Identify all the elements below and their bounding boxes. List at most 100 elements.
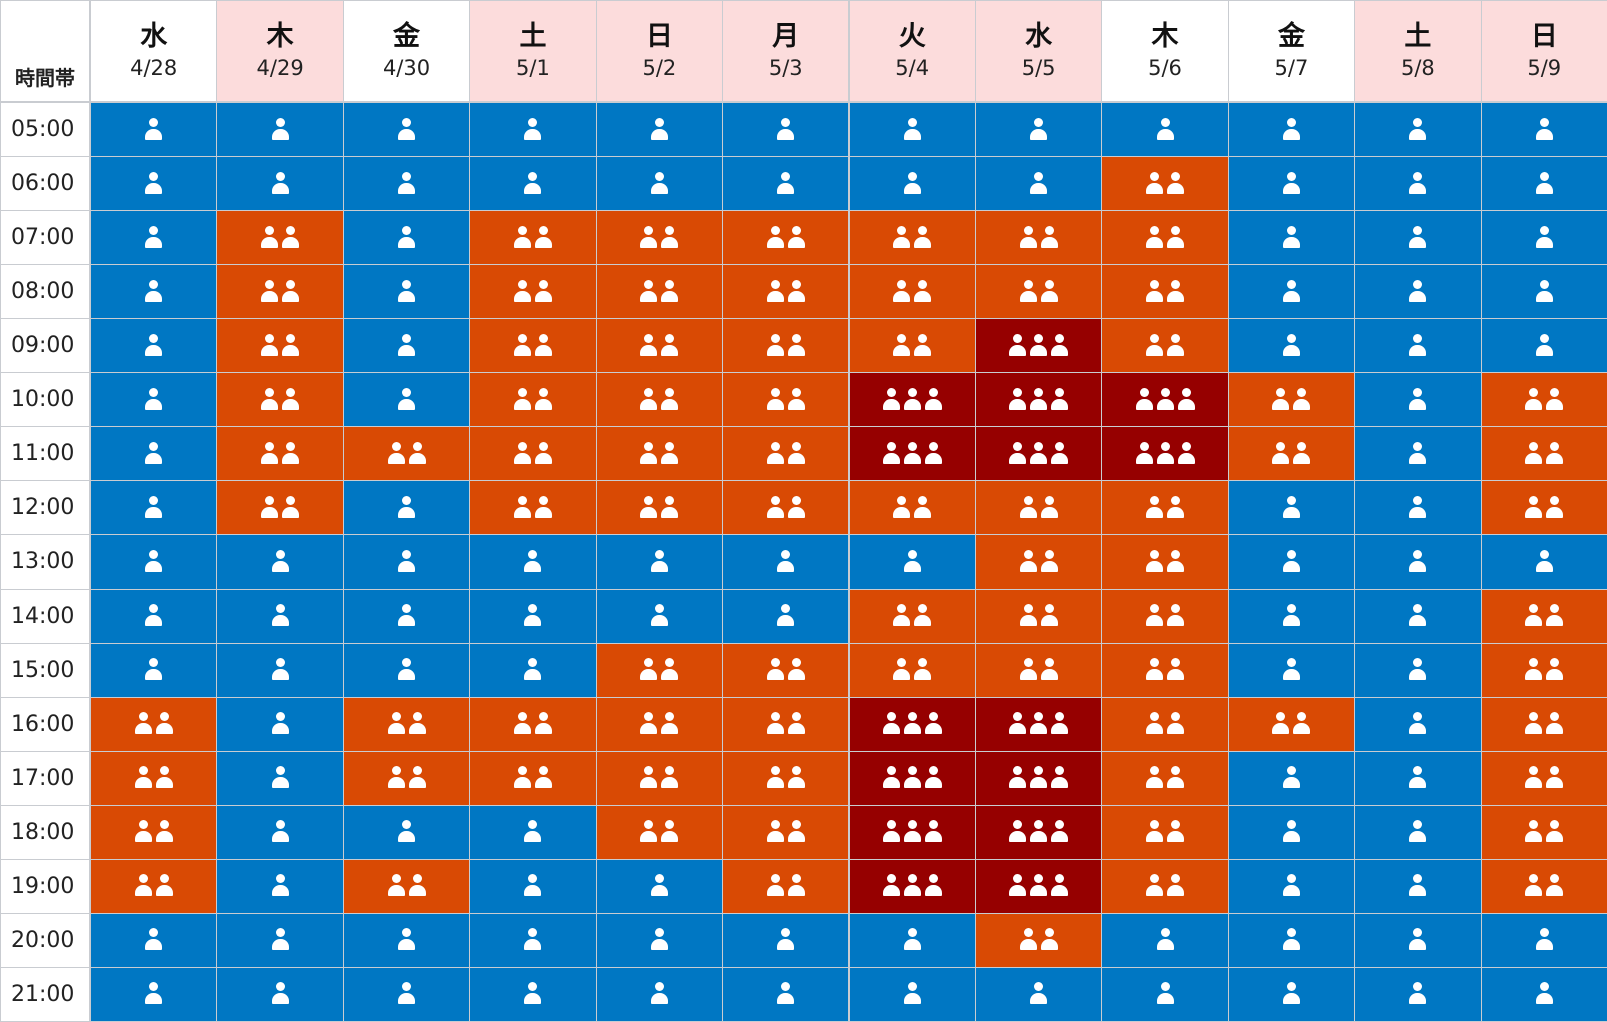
person-icon: [903, 441, 921, 466]
crowd-cell: [1227, 534, 1356, 590]
crowd-cell: [1480, 750, 1607, 806]
person-icon: [1525, 874, 1543, 898]
crowd-cell: [1480, 588, 1607, 644]
person-icon: [261, 225, 279, 250]
crowd-cell: [1101, 750, 1229, 806]
person-icon: [661, 279, 679, 304]
time-slot-label: 09:00: [0, 318, 90, 374]
person-icon: [924, 441, 942, 466]
crowd-cell: [1480, 912, 1607, 968]
person-icon: [640, 225, 658, 250]
person-icon: [661, 441, 679, 466]
person-icon: [777, 982, 795, 1006]
date-label: 5/9: [1527, 56, 1562, 80]
crowd-cell: [216, 156, 344, 212]
person-icon: [1009, 820, 1027, 844]
crowd-cell: [1480, 156, 1607, 212]
person-icon: [1546, 495, 1564, 520]
person-icon: [1546, 441, 1564, 466]
person-icon: [1409, 225, 1427, 250]
person-icon: [1030, 820, 1048, 844]
person-icon: [1156, 117, 1174, 142]
day-header: 土 5/1: [469, 0, 597, 102]
person-icon: [1282, 874, 1300, 898]
person-icon: [787, 279, 805, 304]
crowd-cell: [722, 912, 850, 968]
date-label: 5/8: [1400, 56, 1435, 80]
day-of-week-label: 日: [1530, 21, 1558, 52]
person-icon: [650, 549, 668, 574]
person-icon: [1019, 658, 1037, 682]
time-slot-label: 20:00: [0, 912, 90, 968]
person-icon: [1525, 495, 1543, 520]
person-icon: [893, 495, 911, 520]
crowd-cell: [216, 480, 344, 536]
person-icon: [914, 279, 932, 304]
crowd-cell: [974, 966, 1103, 1022]
person-icon: [261, 441, 279, 466]
person-icon: [1282, 333, 1300, 358]
crowd-cell: [595, 966, 724, 1022]
person-icon: [1525, 387, 1543, 412]
crowd-cell: [1480, 372, 1607, 428]
person-icon: [534, 441, 552, 466]
person-icon: [640, 387, 658, 412]
crowd-cell: [595, 318, 724, 374]
day-header: 水 5/5: [974, 0, 1103, 102]
day-of-week-label: 火: [898, 21, 926, 52]
person-icon: [924, 387, 942, 412]
person-icon: [145, 604, 163, 628]
crowd-cell: [1354, 264, 1482, 320]
crowd-cell: [469, 804, 597, 860]
person-icon: [914, 658, 932, 682]
person-icon: [1282, 549, 1300, 574]
person-icon: [1051, 820, 1069, 844]
day-of-week-label: 土: [519, 21, 547, 52]
person-icon: [387, 441, 405, 466]
person-icon: [1409, 117, 1427, 142]
person-icon: [145, 117, 163, 142]
person-icon: [924, 874, 942, 898]
person-icon: [271, 171, 289, 196]
crowd-cell: [469, 858, 597, 914]
person-icon: [1051, 874, 1069, 898]
person-icon: [1040, 658, 1058, 682]
crowd-cell: [1480, 804, 1607, 860]
person-icon: [787, 712, 805, 736]
person-icon: [1167, 225, 1185, 250]
crowd-cell: [974, 642, 1103, 698]
day-of-week-label: 土: [1404, 21, 1432, 52]
person-icon: [1146, 604, 1164, 628]
date-label: 4/28: [130, 56, 178, 80]
day-of-week-label: 水: [1025, 21, 1053, 52]
crowd-cell: [1480, 696, 1607, 752]
person-icon: [1146, 495, 1164, 520]
crowd-cell: [974, 912, 1103, 968]
person-icon: [766, 225, 784, 250]
person-icon: [787, 387, 805, 412]
person-icon: [1409, 387, 1427, 412]
person-icon: [524, 820, 542, 844]
crowd-cell: [974, 750, 1103, 806]
crowd-cell: [848, 912, 976, 968]
crowd-cell: [1101, 804, 1229, 860]
person-icon: [1282, 982, 1300, 1006]
person-icon: [1535, 928, 1553, 952]
person-icon: [282, 225, 300, 250]
person-icon: [1019, 604, 1037, 628]
person-icon: [1282, 658, 1300, 682]
person-icon: [787, 658, 805, 682]
person-icon: [398, 333, 416, 358]
person-icon: [1167, 333, 1185, 358]
crowd-cell: [848, 858, 976, 914]
person-icon: [1030, 333, 1048, 358]
crowd-cell: [342, 750, 471, 806]
crowd-cell: [90, 750, 218, 806]
person-icon: [661, 766, 679, 790]
crowd-cell: [974, 804, 1103, 860]
person-icon: [882, 874, 900, 898]
person-icon: [271, 658, 289, 682]
crowd-cell: [1101, 210, 1229, 266]
day-of-week-label: 日: [645, 21, 673, 52]
crowd-cell: [469, 750, 597, 806]
